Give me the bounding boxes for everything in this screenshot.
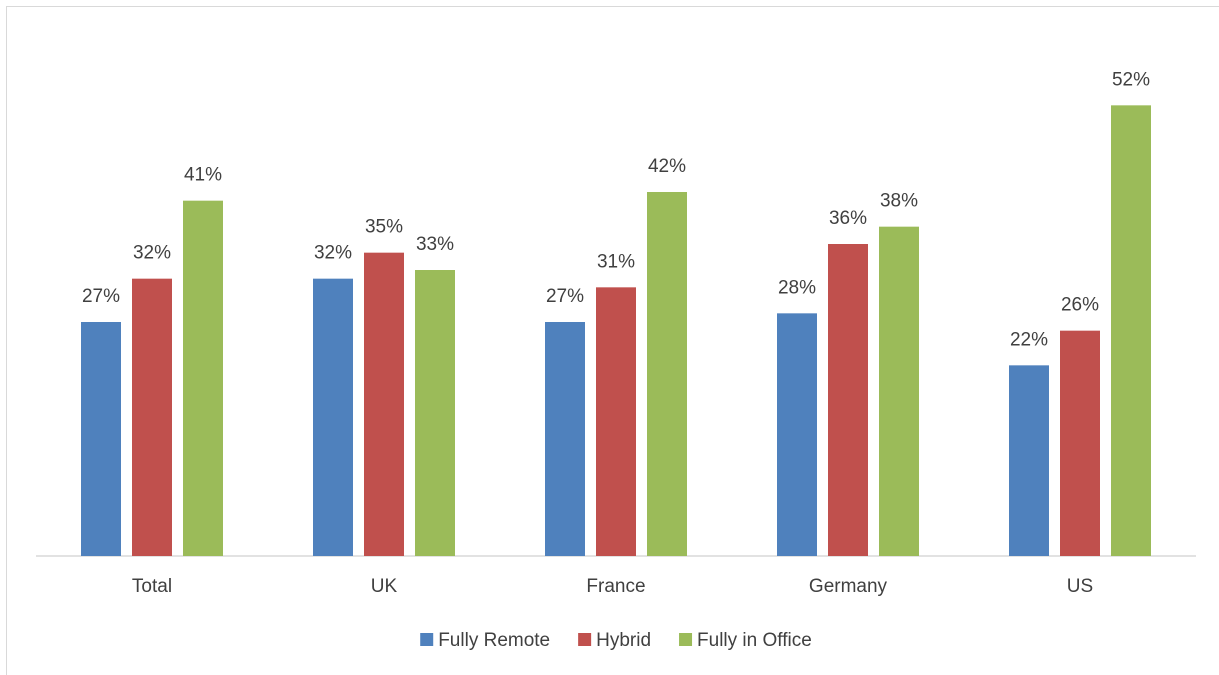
data-label: 33% [416,234,454,255]
x-tick-label: UK [371,576,398,597]
bar [415,270,455,556]
bar [132,278,172,556]
bar [183,200,223,556]
legend-label: Fully Remote [438,630,550,651]
bar [1060,330,1100,556]
data-label: 38% [880,191,918,212]
x-tick-label: Germany [809,576,888,597]
data-label: 52% [1112,69,1150,90]
bar [545,322,585,556]
bar [1111,105,1151,556]
data-label: 22% [1010,329,1048,350]
data-label: 32% [133,243,171,264]
chart-frame [6,6,1219,675]
x-tick-label: US [1067,576,1093,597]
data-label: 26% [1061,295,1099,316]
bar [647,192,687,556]
legend-swatch [420,633,434,646]
data-label: 27% [546,286,584,307]
legend-swatch [679,633,693,646]
data-label: 31% [597,251,635,272]
data-label: 41% [184,165,222,186]
data-label: 36% [829,208,867,229]
bar [364,252,404,556]
data-label: 32% [314,243,352,264]
bar [313,278,353,556]
x-tick-label: Total [132,576,172,597]
legend-label: Hybrid [596,630,651,651]
data-label: 35% [365,217,403,238]
bar [81,322,121,556]
data-label: 27% [82,286,120,307]
bar [1009,365,1049,556]
bar [879,226,919,556]
data-label: 42% [648,156,686,177]
legend-swatch [578,633,592,646]
data-label: 28% [778,277,816,298]
bar [777,313,817,556]
bar [828,244,868,556]
x-tick-label: France [586,576,645,597]
legend-label: Fully in Office [697,630,812,651]
bar [596,287,636,556]
